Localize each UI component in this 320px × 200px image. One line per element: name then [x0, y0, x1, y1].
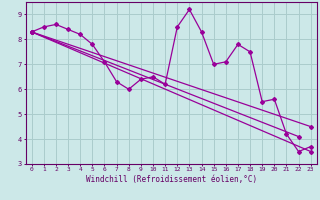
X-axis label: Windchill (Refroidissement éolien,°C): Windchill (Refroidissement éolien,°C): [86, 175, 257, 184]
